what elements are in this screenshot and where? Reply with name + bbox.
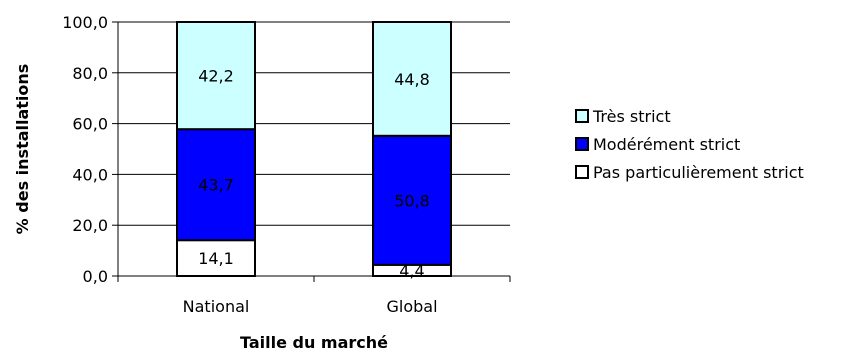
data-label: 50,8 bbox=[394, 191, 430, 210]
y-tick-labels: 0,0 20,0 40,0 60,0 80,0 100,0 bbox=[62, 13, 108, 286]
bar-segment bbox=[372, 134, 452, 266]
legend-swatch bbox=[575, 109, 589, 123]
x-axis-title: Taille du marché bbox=[240, 333, 388, 352]
y-tick-label: 80,0 bbox=[72, 64, 108, 83]
x-tick-label: Global bbox=[386, 297, 437, 316]
y-tick-label: 60,0 bbox=[72, 115, 108, 134]
bar-segment bbox=[372, 21, 452, 137]
legend-label: Pas particulièrement strict bbox=[593, 163, 804, 182]
y-tick-label: 0,0 bbox=[83, 267, 108, 286]
data-label: 14,1 bbox=[198, 249, 234, 268]
data-label: 44,8 bbox=[394, 70, 430, 89]
data-labels: 14,1 43,7 42,2 4,4 50,8 44,8 bbox=[198, 67, 430, 281]
legend-swatch bbox=[575, 137, 589, 151]
y-tick-label: 20,0 bbox=[72, 216, 108, 235]
bars bbox=[176, 21, 452, 278]
x-tick-label: National bbox=[183, 297, 250, 316]
axes bbox=[112, 21, 511, 282]
bar-segment bbox=[176, 239, 256, 278]
y-tick-label: 100,0 bbox=[62, 13, 108, 32]
legend-swatch bbox=[575, 165, 589, 179]
legend-label: Modérément strict bbox=[593, 135, 740, 154]
data-label: 4,4 bbox=[399, 261, 424, 280]
data-label: 42,2 bbox=[198, 67, 234, 86]
y-axis-title: % des installations bbox=[13, 64, 32, 235]
legend-label: Très strict bbox=[592, 107, 671, 126]
data-label: 43,7 bbox=[198, 176, 234, 195]
legend: Très strict Modérément strict Pas particul… bbox=[575, 107, 804, 182]
bar-segment bbox=[176, 128, 256, 242]
x-tick-labels: National Global bbox=[183, 297, 438, 316]
y-tick-label: 40,0 bbox=[72, 165, 108, 184]
bar-segment bbox=[176, 21, 256, 131]
